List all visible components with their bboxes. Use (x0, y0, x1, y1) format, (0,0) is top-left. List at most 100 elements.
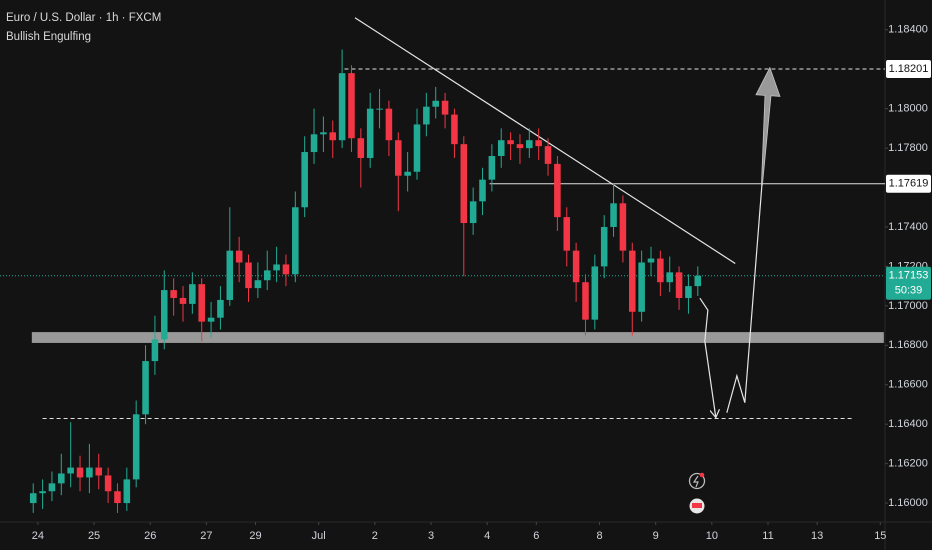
candle-body (423, 106, 430, 125)
countdown-label: 50:39 (895, 285, 923, 297)
candle-body (629, 250, 636, 312)
candle-body (142, 361, 149, 415)
alert-dot (699, 472, 705, 478)
candle-body (404, 171, 411, 176)
candle-body (638, 262, 645, 312)
candle-body (338, 73, 346, 141)
news-flag (692, 503, 702, 508)
trendline (354, 17, 736, 264)
candle-body (376, 108, 383, 110)
x-tick-label: 3 (428, 530, 434, 542)
candle-body (263, 270, 271, 281)
candle-body (160, 290, 168, 340)
x-tick-label: 2 (372, 530, 378, 542)
candle-body (282, 264, 290, 275)
y-tick-label: 1.17800 (888, 142, 928, 154)
level-price-label: 1.17619 (889, 178, 929, 190)
x-tick-label: 11 (762, 530, 773, 542)
x-tick-label: 25 (88, 530, 100, 542)
candle-body (600, 226, 608, 267)
candle-body (217, 299, 224, 318)
x-tick-label: Jul (312, 530, 326, 542)
candle-body (451, 114, 458, 145)
candle-body (329, 132, 337, 141)
candle-body (95, 467, 103, 476)
candle-body (469, 201, 477, 224)
x-tick-label: 10 (706, 530, 718, 542)
x-tick-label: 13 (811, 530, 823, 542)
candle-body (48, 483, 56, 492)
candle-body (123, 479, 131, 504)
y-tick-label: 1.17400 (888, 221, 928, 233)
candle-body (39, 491, 46, 494)
candle-body (535, 140, 542, 147)
candle-body (619, 203, 627, 251)
x-tick-label: 4 (484, 530, 490, 542)
candle-body (151, 339, 159, 362)
x-tick-label: 9 (653, 530, 659, 542)
candle-body (657, 258, 664, 283)
y-tick-label: 1.16200 (888, 458, 928, 470)
candle-body (114, 491, 121, 504)
candle-body (554, 163, 561, 218)
x-tick-label: 27 (200, 530, 212, 542)
last-price-label: 1.17153 (889, 270, 929, 282)
indicator-name: Bullish Engulfing (6, 31, 91, 43)
last-price-box (886, 266, 931, 300)
candle-body (432, 100, 439, 107)
alert-bolt (692, 475, 699, 488)
candle-body (207, 317, 215, 322)
level-price-label: 1.18201 (889, 63, 929, 75)
candle-body (170, 290, 177, 298)
candle-body (497, 140, 505, 156)
x-tick-label: 8 (596, 530, 602, 542)
candle-body (610, 203, 617, 227)
candle-body (675, 272, 683, 298)
candle-body (666, 272, 673, 283)
candle-body (441, 100, 449, 115)
x-tick-label: 26 (144, 530, 156, 542)
candle-body (198, 284, 205, 322)
candle-body (479, 179, 486, 202)
candle-body (507, 140, 514, 145)
support-zone (31, 332, 884, 343)
y-tick-label: 1.16800 (888, 339, 928, 351)
candle-body (132, 414, 140, 480)
candle-body (292, 207, 299, 275)
candle-body (385, 108, 393, 141)
candle-body (488, 155, 496, 180)
candle-body (58, 473, 65, 484)
candle-body (591, 266, 599, 320)
candle-body (357, 138, 365, 158)
candle-body (29, 493, 37, 504)
candle-body (273, 264, 280, 271)
y-tick-label: 1.17000 (888, 300, 928, 312)
x-tick-label: 24 (32, 530, 44, 542)
candle-body (582, 282, 589, 320)
status-icons[interactable] (688, 472, 706, 514)
candle-body (235, 250, 243, 263)
alert-icon[interactable] (688, 472, 706, 490)
level-price-box (886, 60, 931, 79)
candle-body (544, 146, 552, 164)
candle-body (685, 286, 692, 298)
candle-body (76, 467, 84, 478)
candle-body (179, 297, 187, 304)
candle-body (245, 262, 252, 289)
candle-body (86, 467, 93, 478)
projection-path (726, 184, 763, 413)
y-tick-label: 1.18000 (888, 103, 928, 115)
candle-body (572, 250, 580, 283)
candle-body (526, 140, 533, 149)
candle-body (254, 280, 262, 289)
target-arrow (755, 66, 781, 186)
y-tick-label: 1.16400 (888, 418, 928, 430)
candle-body (694, 275, 702, 287)
x-tick-label: 29 (249, 530, 261, 542)
y-tick-label: 1.18400 (888, 24, 928, 36)
candle-body (516, 144, 524, 149)
candle-body (460, 144, 468, 224)
candle-body (320, 132, 327, 135)
y-tick-label: 1.16000 (888, 497, 928, 509)
